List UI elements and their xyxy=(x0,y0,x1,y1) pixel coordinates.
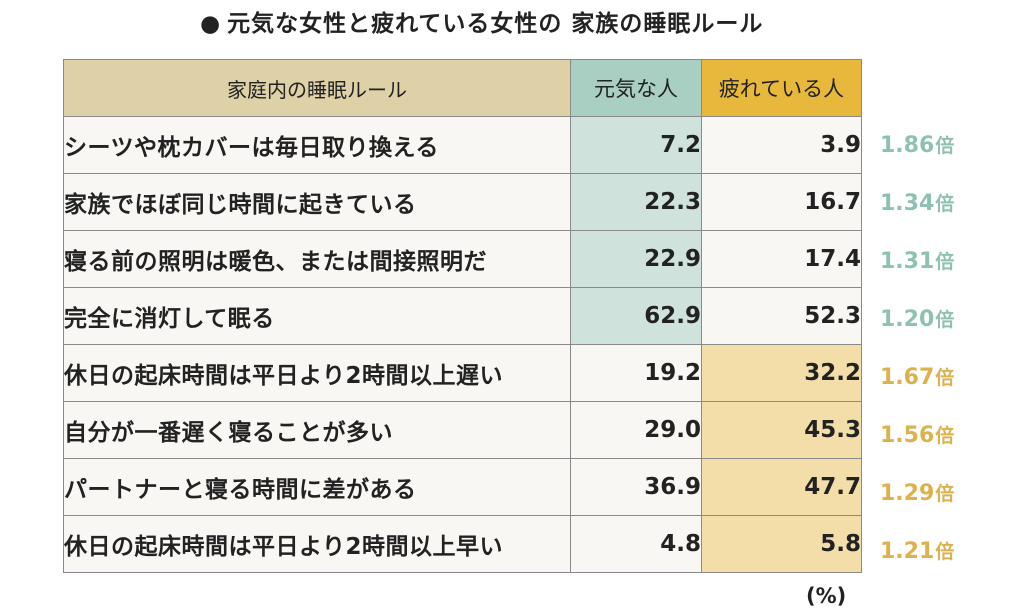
column-header-genki: 元気な人 xyxy=(570,59,702,117)
ratio-label: 1.31倍 xyxy=(880,247,990,274)
rule-label: 完全に消灯して眠る xyxy=(63,287,571,345)
sleep-rules-table: 家庭内の睡眠ルール 元気な人 疲れている人 シーツや枕カバーは毎日取り換える 7.… xyxy=(63,59,862,573)
ratio-unit: 倍 xyxy=(935,135,955,157)
ratio-unit: 倍 xyxy=(935,309,955,331)
bullet-marker: ● xyxy=(200,11,222,37)
ratio-unit: 倍 xyxy=(935,425,955,447)
value-genki: 36.9 xyxy=(570,458,702,516)
value-tsukare: 16.7 xyxy=(701,173,862,231)
table-row: シーツや枕カバーは毎日取り換える 7.2 3.9 xyxy=(63,116,862,174)
value-tsukare: 47.7 xyxy=(701,458,862,516)
ratio-value: 1.29 xyxy=(880,481,935,506)
value-genki: 7.2 xyxy=(570,116,702,174)
ratio-value: 1.20 xyxy=(880,307,935,332)
value-tsukare: 52.3 xyxy=(701,287,862,345)
table-row: 休日の起床時間は平日より2時間以上遅い 19.2 32.2 xyxy=(63,344,862,402)
rule-label: 寝る前の照明は暖色、または間接照明だ xyxy=(63,230,571,288)
ratio-value: 1.67 xyxy=(880,365,935,390)
ratio-value: 1.34 xyxy=(880,191,935,216)
value-tsukare: 3.9 xyxy=(701,116,862,174)
rule-label: 休日の起床時間は平日より2時間以上遅い xyxy=(63,344,571,402)
ratio-value: 1.86 xyxy=(880,133,935,158)
value-genki: 19.2 xyxy=(570,344,702,402)
ratio-unit: 倍 xyxy=(935,541,955,563)
unit-note: (%) xyxy=(806,584,847,608)
ratio-unit: 倍 xyxy=(935,483,955,505)
value-genki: 22.9 xyxy=(570,230,702,288)
column-header-rule: 家庭内の睡眠ルール xyxy=(63,59,571,117)
header-row: 家庭内の睡眠ルール 元気な人 疲れている人 xyxy=(63,59,862,117)
ratio-value: 1.21 xyxy=(880,539,935,564)
ratio-label: 1.21倍 xyxy=(880,537,990,564)
value-tsukare: 32.2 xyxy=(701,344,862,402)
value-tsukare: 17.4 xyxy=(701,230,862,288)
value-tsukare: 5.8 xyxy=(701,515,862,573)
ratio-label: 1.20倍 xyxy=(880,305,990,332)
ratio-value: 1.31 xyxy=(880,249,935,274)
ratio-unit: 倍 xyxy=(935,193,955,215)
table-row: 完全に消灯して眠る 62.9 52.3 xyxy=(63,287,862,345)
table-row: パートナーと寝る時間に差がある 36.9 47.7 xyxy=(63,458,862,516)
rule-label: 休日の起床時間は平日より2時間以上早い xyxy=(63,515,571,573)
ratio-label: 1.67倍 xyxy=(880,363,990,390)
value-tsukare: 45.3 xyxy=(701,401,862,459)
chart-title-text: 元気な女性と疲れている女性の 家族の睡眠ルール xyxy=(227,11,764,37)
ratio-label: 1.34倍 xyxy=(880,189,990,216)
ratio-label: 1.29倍 xyxy=(880,479,990,506)
ratio-unit: 倍 xyxy=(935,367,955,389)
ratio-label: 1.86倍 xyxy=(880,131,990,158)
table-row: 家族でほぼ同じ時間に起きている 22.3 16.7 xyxy=(63,173,862,231)
value-genki: 4.8 xyxy=(570,515,702,573)
rule-label: 自分が一番遅く寝ることが多い xyxy=(63,401,571,459)
rule-label: 家族でほぼ同じ時間に起きている xyxy=(63,173,571,231)
table-row: 寝る前の照明は暖色、または間接照明だ 22.9 17.4 xyxy=(63,230,862,288)
ratio-label: 1.56倍 xyxy=(880,421,990,448)
table-row: 休日の起床時間は平日より2時間以上早い 4.8 5.8 xyxy=(63,515,862,573)
value-genki: 29.0 xyxy=(570,401,702,459)
ratio-unit: 倍 xyxy=(935,251,955,273)
value-genki: 22.3 xyxy=(570,173,702,231)
rule-label: パートナーと寝る時間に差がある xyxy=(63,458,571,516)
ratio-value: 1.56 xyxy=(880,423,935,448)
chart-title: ● 元気な女性と疲れている女性の 家族の睡眠ルール xyxy=(200,4,763,38)
table-row: 自分が一番遅く寝ることが多い 29.0 45.3 xyxy=(63,401,862,459)
value-genki: 62.9 xyxy=(570,287,702,345)
column-header-tsukare: 疲れている人 xyxy=(701,59,862,117)
table-body: シーツや枕カバーは毎日取り換える 7.2 3.9 家族でほぼ同じ時間に起きている 22.… xyxy=(63,116,862,573)
rule-label: シーツや枕カバーは毎日取り換える xyxy=(63,116,571,174)
